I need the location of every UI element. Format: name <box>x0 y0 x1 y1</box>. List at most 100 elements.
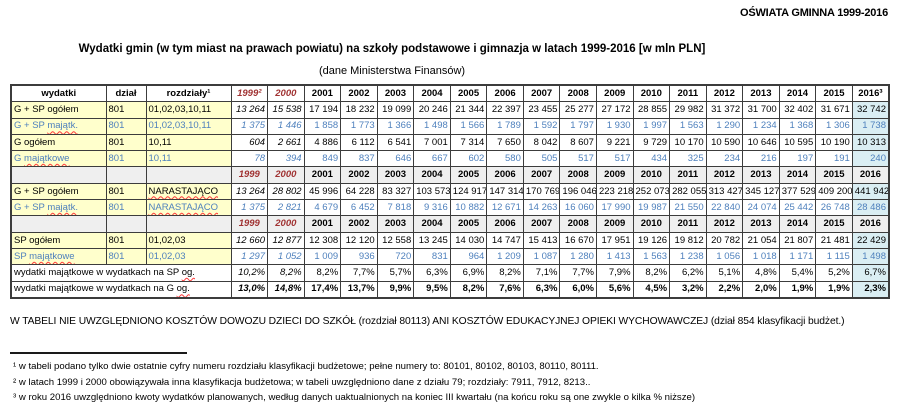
label-text: G + SP ogółem <box>14 185 79 197</box>
percent-cell: 14,8% <box>267 280 305 299</box>
percent-cell: 7,1% <box>522 264 561 282</box>
value-cell: 14 030 <box>449 231 488 249</box>
year-header: 2012 <box>705 166 744 184</box>
year-header: 2002 <box>340 166 378 184</box>
year-repeat-row: 1999 2000 2001 2002 2003 2004 2005 2006 2007 2008… <box>10 166 890 184</box>
rozdzialy-cell: 10,11 <box>145 150 232 168</box>
year-header: 2007 <box>522 166 561 184</box>
value-cell: 394 <box>267 150 305 168</box>
percent-cell: 17,4% <box>303 280 342 299</box>
value-cell: 936 <box>340 247 378 266</box>
value-cell: 12 120 <box>340 231 378 249</box>
percent-cell: 4,8% <box>742 264 780 282</box>
year-header: 2016³ <box>851 84 890 103</box>
value-cell: 849 <box>303 150 342 168</box>
value-cell: 29 982 <box>669 101 707 119</box>
percent-cell: 13,0% <box>230 280 269 299</box>
value-cell: 1 052 <box>267 247 305 266</box>
misspelled-text: og. <box>181 267 195 279</box>
value-cell: 2 821 <box>267 199 305 217</box>
value-cell: 10 170 <box>669 133 707 152</box>
value-cell: 170 769 <box>522 182 561 201</box>
value-cell: 17 951 <box>595 231 634 249</box>
percent-cell: 2,2% <box>705 280 744 299</box>
percent-cell: 7,9% <box>595 264 634 282</box>
percent-cell: 2,3% <box>851 280 890 299</box>
year-header: 2008 <box>559 215 597 233</box>
value-cell: 27 172 <box>595 101 634 119</box>
year-header: 2010 <box>632 84 671 103</box>
label-text: G <box>14 153 25 165</box>
year-header: 2014 <box>778 166 817 184</box>
value-cell: 604 <box>230 133 269 152</box>
misspelled-text: NARASTAJĄCO <box>148 201 219 213</box>
year-header: 2014 <box>778 215 817 233</box>
value-cell: 6 452 <box>340 199 378 217</box>
year-header: 2013 <box>742 215 780 233</box>
value-cell: 223 218 <box>595 182 634 201</box>
rozdzialy-cell: NARASTAJĄCO <box>145 199 232 217</box>
footnote-separator <box>10 352 187 354</box>
percent-cell: 5,4% <box>778 264 817 282</box>
percent-cell: 6,3% <box>413 264 451 282</box>
value-cell: 83 327 <box>376 182 415 201</box>
year-header: 2002 <box>340 84 378 103</box>
value-cell: 720 <box>376 247 415 266</box>
value-cell: 1 297 <box>230 247 269 266</box>
value-cell: 1 056 <box>705 247 744 266</box>
year-header: 2016 <box>851 166 890 184</box>
label-text: 10,11 <box>148 153 172 165</box>
year-header: 2001 <box>303 215 342 233</box>
value-cell: 21 807 <box>778 231 817 249</box>
footnotes: ¹ w tabeli podano tylko dwie ostatnie cy… <box>13 359 695 406</box>
value-cell: 147 314 <box>486 182 524 201</box>
year-header: 2003 <box>376 166 415 184</box>
label-text: 10,11 <box>148 136 172 148</box>
value-cell: 32 402 <box>778 101 817 119</box>
year-header: 2000 <box>267 215 305 233</box>
value-cell: 19 987 <box>632 199 671 217</box>
percent-cell: 8,2% <box>632 264 671 282</box>
value-cell: 1 563 <box>669 117 707 135</box>
row-label: G + SP majątk. <box>10 199 107 217</box>
year-header: 2013 <box>742 166 780 184</box>
percent-cell: 1,9% <box>815 280 853 299</box>
value-cell: 831 <box>413 247 451 266</box>
table-row: G majątkowe 801 10,11 78 394 849 837 646 667 602 5… <box>10 150 890 168</box>
value-cell: 409 200 <box>815 182 853 201</box>
year-header: 2007 <box>522 84 561 103</box>
value-cell: 1 858 <box>303 117 342 135</box>
value-cell: 234 <box>705 150 744 168</box>
year-header: 2000 <box>267 84 305 103</box>
dzial-cell: 801 <box>105 133 147 152</box>
percent-cell: 8,2% <box>449 280 488 299</box>
value-cell: 23 455 <box>522 101 561 119</box>
misspelled-text: majątkowe <box>24 153 70 165</box>
label-text: wydatki majątkowe w wydatkach na G <box>14 283 177 295</box>
percent-cell: 6,9% <box>449 264 488 282</box>
value-cell: 505 <box>522 150 561 168</box>
row-label: SP majątkowe <box>10 247 107 266</box>
label-text: 01,02,03 <box>148 250 186 262</box>
percent-cell: 7,6% <box>486 280 524 299</box>
value-cell: 10 190 <box>815 133 853 152</box>
year-header: 2012 <box>705 84 744 103</box>
value-cell: 1 366 <box>376 117 415 135</box>
value-cell: 32 742 <box>851 101 890 119</box>
percent-cell: 9,5% <box>413 280 451 299</box>
column-header: wydatki <box>10 84 107 103</box>
value-cell: 1 368 <box>778 117 817 135</box>
value-cell: 15 538 <box>267 101 305 119</box>
value-cell: 28 486 <box>851 199 890 217</box>
footnote: ³ w roku 2016 uwzględniono kwoty wydatkó… <box>13 392 696 403</box>
empty-cell <box>105 215 147 233</box>
rozdzialy-cell: 01,02,03 <box>145 247 232 266</box>
value-cell: 22 397 <box>486 101 524 119</box>
value-cell: 1 171 <box>778 247 817 266</box>
value-cell: 13 264 <box>230 182 269 201</box>
value-cell: 580 <box>486 150 524 168</box>
value-cell: 31 372 <box>705 101 744 119</box>
rozdzialy-cell: 01,02,03 <box>145 231 232 249</box>
value-cell: 17 194 <box>303 101 342 119</box>
